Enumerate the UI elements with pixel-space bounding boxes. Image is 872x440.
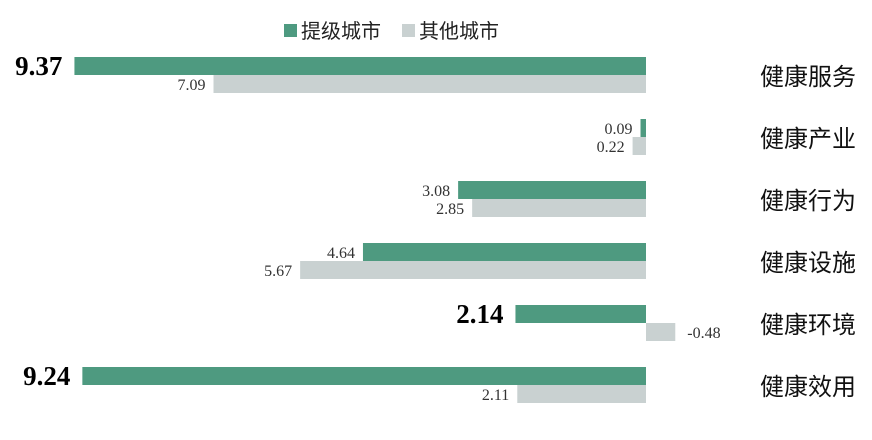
category-label-1: 健康产业 [760, 125, 856, 153]
bar-2-0 [458, 181, 646, 199]
bars-group [74, 57, 676, 403]
category-label-5: 健康效用 [760, 373, 856, 401]
value-label-0-1: 7.09 [178, 77, 206, 94]
category-label-3: 健康设施 [760, 249, 856, 277]
bar-0-1 [213, 75, 646, 93]
legend-label-1: 其他城市 [419, 19, 499, 43]
value-label-5-1: 2.11 [482, 387, 509, 404]
value-labels-group: 9.37 7.09 0.090.22 3.082.85 4.64 5.67 2.14 -0.4… [15, 51, 720, 404]
value-label-1-0: 0.09 [605, 121, 633, 138]
value-label-4-0: 2.14 [456, 299, 503, 329]
value-label-2-0: 3.08 [422, 183, 450, 200]
legend-label-0: 提级城市 [301, 19, 381, 43]
value-label-3-0: 4.64 [327, 245, 355, 262]
bar-1-0 [640, 119, 646, 137]
category-label-0: 健康服务 [760, 63, 856, 91]
category-label-2: 健康行为 [760, 187, 856, 215]
bar-1-1 [632, 137, 646, 155]
bar-2-1 [472, 199, 646, 217]
value-label-4-1: -0.48 [687, 325, 720, 342]
bar-4-1 [646, 323, 676, 341]
legend: 提级城市 其他城市 [284, 19, 499, 43]
value-label-2-1: 2.85 [436, 201, 464, 218]
bar-3-0 [362, 243, 646, 261]
bar-5-1 [517, 385, 646, 403]
value-label-1-1: 0.22 [597, 139, 625, 156]
value-label-3-1: 5.67 [264, 263, 292, 280]
bar-5-0 [82, 367, 647, 385]
value-label-5-0: 9.24 [23, 361, 70, 391]
bar-4-0 [515, 305, 646, 323]
category-label-4: 健康环境 [760, 311, 856, 339]
bar-3-1 [300, 261, 646, 279]
legend-swatch-1 [402, 24, 415, 37]
value-label-0-0: 9.37 [15, 51, 62, 81]
bar-0-0 [74, 57, 647, 75]
legend-swatch-0 [284, 24, 297, 37]
